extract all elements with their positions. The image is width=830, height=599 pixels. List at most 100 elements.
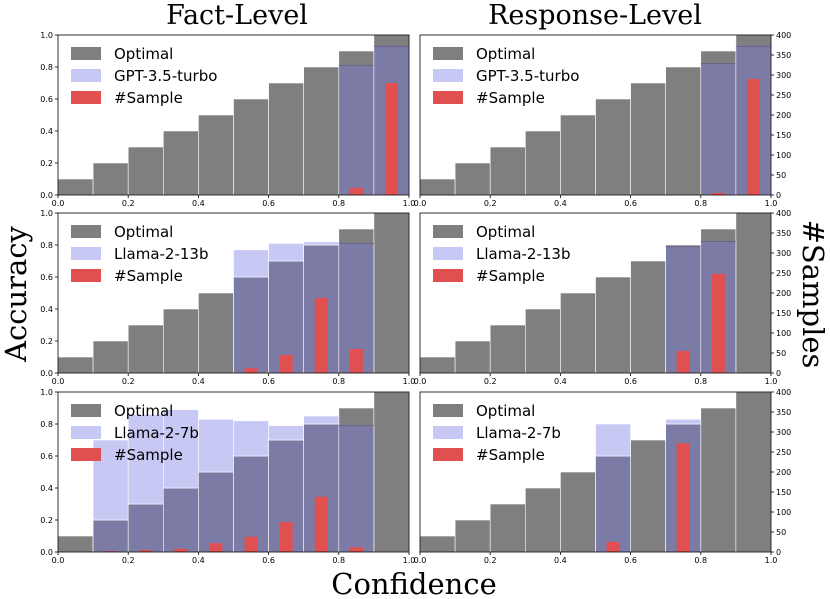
y2-tick-label: 400 <box>776 209 791 218</box>
y-tick-label: 0.2 <box>40 159 53 168</box>
y2-tick-label: 150 <box>776 488 791 497</box>
optimal-bar <box>700 407 737 553</box>
x-tick-label: 1.0 <box>403 377 416 386</box>
model-bar-excess <box>268 243 305 262</box>
sample-bar <box>279 355 293 373</box>
optimal-bar <box>233 98 269 196</box>
x-tick-label: 0.4 <box>554 556 567 565</box>
sample-bar <box>174 548 188 552</box>
legend-label: Llama-2-13b <box>114 245 209 263</box>
optimal-bar <box>735 391 772 553</box>
x-tick-label: 0.2 <box>484 377 497 386</box>
model-bar-excess <box>595 423 631 457</box>
legend-swatch <box>433 91 463 104</box>
legend-label: #Sample <box>476 267 545 285</box>
y2-tick-label: 250 <box>776 448 791 457</box>
x-tick-label: 0.0 <box>52 377 65 386</box>
model-bar-excess <box>233 249 269 278</box>
x-tick-label: 0.0 <box>52 199 65 208</box>
y-tick-labels: 0.0 0.2 0.4 0.6 0.8 1.0 <box>40 31 58 200</box>
optimal-bar <box>373 212 410 374</box>
optimal-bar <box>630 82 666 196</box>
optimal-bar <box>57 178 94 196</box>
y-tick-label: 0.8 <box>40 420 53 429</box>
model-bar <box>268 260 305 374</box>
y2-tick-label: 100 <box>776 329 791 338</box>
sample-bar <box>349 187 363 195</box>
optimal-bar <box>198 292 234 374</box>
optimal-bar <box>489 146 526 196</box>
legend-label: Optimal <box>114 223 173 241</box>
y2-tick-labels: 0 50 100 150 200 250 300 350 400 <box>771 31 791 200</box>
sample-bar <box>349 547 363 552</box>
x-tick-label: 0.4 <box>192 199 205 208</box>
legend-swatch <box>433 247 463 260</box>
model-bar-excess <box>303 415 340 425</box>
legend-swatch <box>71 426 101 439</box>
model-bar-excess <box>198 418 234 473</box>
y2-tick-label: 400 <box>776 31 791 40</box>
optimal-bar <box>92 340 129 374</box>
legend-label: Llama-2-13b <box>476 245 571 263</box>
x-tick-labels: 0.0 0.2 0.4 0.6 0.8 1.0 <box>414 195 777 208</box>
x-tick-label: 0.2 <box>484 556 497 565</box>
model-bar <box>198 471 234 553</box>
y-tick-label: 0.2 <box>40 516 53 525</box>
optimal-bar <box>373 391 410 553</box>
y2-tick-labels: 0 50 100 150 200 250 300 350 400 <box>771 388 791 557</box>
sample-bar <box>349 349 363 373</box>
y2-tick-label: 0 <box>776 548 781 557</box>
sample-bar <box>711 193 725 195</box>
legend: Optimal Llama-2-13b #Sample <box>433 223 571 285</box>
x-tick-labels: 0.0 0.2 0.4 0.6 0.8 1.0 <box>52 552 415 565</box>
y-tick-label: 0.4 <box>40 127 53 136</box>
x-tick-label: 0.2 <box>122 377 135 386</box>
legend-label: #Sample <box>476 89 545 107</box>
y2-tick-label: 300 <box>776 71 791 80</box>
legend-swatch <box>71 69 101 82</box>
sample-bar <box>676 351 690 373</box>
panel-2: 0.0 0.2 0.4 0.6 0.8 1.00 50 100 150 200 250 300 350 4… <box>414 31 792 208</box>
optimal-bar <box>163 130 199 196</box>
x-tick-label: 0.4 <box>192 556 205 565</box>
x-tick-label: 1.0 <box>765 377 778 386</box>
y2-tick-label: 200 <box>776 111 791 120</box>
legend-label: #Sample <box>114 267 183 285</box>
optimal-bar <box>630 439 666 553</box>
model-bar-excess <box>233 420 269 457</box>
sample-bar <box>279 522 293 552</box>
optimal-bar <box>560 292 596 374</box>
x-tick-label: 0.6 <box>624 556 637 565</box>
legend-label: Llama-2-7b <box>114 424 199 442</box>
sample-bar <box>104 551 118 552</box>
x-tick-label: 0.8 <box>694 199 707 208</box>
y-axis-label-left: Accuracy <box>0 225 33 362</box>
optimal-bar <box>560 471 596 553</box>
panels: 0.0 0.2 0.4 0.6 0.8 1.00.00.20.40.60.81.0Opti… <box>40 31 791 565</box>
y2-tick-label: 50 <box>776 349 786 358</box>
x-tick-labels: 0.0 0.2 0.4 0.6 0.8 1.0 <box>52 373 416 386</box>
optimal-bar <box>454 162 491 196</box>
panel-1: 0.0 0.2 0.4 0.6 0.8 1.0 0.0 0.2 0.4 0.6 0.8 1.0 Opti… <box>40 31 415 208</box>
x-tick-label: 0.8 <box>332 556 345 565</box>
legend-label: #Sample <box>114 446 183 464</box>
optimal-bar <box>127 146 164 196</box>
y-tick-label: 0.0 <box>40 191 53 200</box>
x-tick-label: 0.8 <box>694 377 707 386</box>
y2-tick-label: 150 <box>776 309 791 318</box>
x-tick-label: 0.2 <box>484 199 497 208</box>
y-tick-labels: 0.0 0.2 0.4 0.6 0.8 1.0 <box>40 209 58 378</box>
legend-label: GPT-3.5-turbo <box>114 67 217 85</box>
optimal-bar <box>92 162 129 196</box>
y-tick-label: 1.0 <box>40 388 53 397</box>
sample-bar <box>139 550 153 552</box>
model-bar <box>700 63 737 196</box>
optimal-bar <box>57 356 94 374</box>
plot-frame <box>57 212 410 374</box>
x-tick-labels: 0.0 0.2 0.4 0.6 0.8 1.0 <box>414 552 777 565</box>
y-tick-label: 0.0 <box>40 548 53 557</box>
optimal-bar <box>303 66 340 196</box>
optimal-bar <box>454 340 491 374</box>
y-tick-label: 0.6 <box>40 95 53 104</box>
y-tick-label: 0.8 <box>40 63 53 72</box>
